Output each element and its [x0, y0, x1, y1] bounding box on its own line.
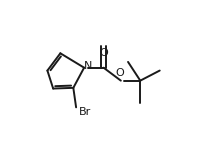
Text: O: O: [99, 48, 108, 58]
Text: Br: Br: [79, 107, 91, 117]
Text: N: N: [84, 61, 93, 71]
Text: O: O: [115, 68, 124, 78]
